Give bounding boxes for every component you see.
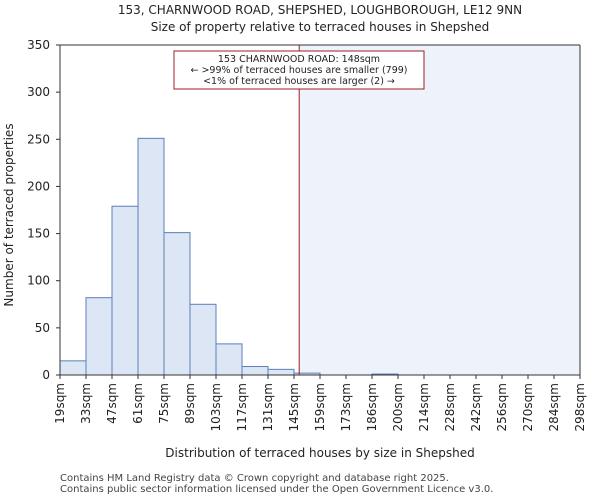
annotation-rect: [173, 50, 425, 90]
x-tick-label: 256sqm: [495, 383, 509, 431]
y-tick-label: 200: [27, 179, 50, 193]
x-tick-label: 173sqm: [339, 383, 353, 431]
x-tick-label: 19sqm: [53, 383, 67, 424]
x-tick-label: 117sqm: [235, 383, 249, 431]
bar: [163, 232, 191, 376]
larger-region-shade: [299, 45, 580, 375]
footer-line1: Contains HM Land Registry data © Crown c…: [60, 473, 449, 484]
x-tick-label: 298sqm: [573, 383, 587, 431]
y-tick-label: 100: [27, 274, 50, 288]
x-tick-label: 186sqm: [365, 383, 379, 431]
bar: [267, 368, 295, 376]
bar: [137, 137, 165, 376]
annotation-box: 153 CHARNWOOD ROAD: 148sqm ← >99% of ter…: [173, 50, 425, 90]
x-tick-label: 214sqm: [417, 383, 431, 431]
x-tick-label: 47sqm: [105, 383, 119, 424]
y-tick-label: 350: [27, 38, 50, 52]
x-tick-label: 242sqm: [469, 383, 483, 431]
y-tick-label: 250: [27, 132, 50, 146]
x-tick-label: 228sqm: [443, 383, 457, 431]
footer-line2: Contains public sector information licen…: [60, 484, 494, 495]
bar: [215, 343, 243, 376]
bar: [85, 297, 113, 376]
bar: [241, 366, 269, 376]
x-tick-label: 89sqm: [183, 383, 197, 424]
x-tick-label: 131sqm: [261, 383, 275, 431]
x-tick-label: 145sqm: [287, 383, 301, 431]
x-tick-label: 75sqm: [157, 383, 171, 424]
annotation-line1: 153 CHARNWOOD ROAD: 148sqm: [218, 54, 380, 65]
x-tick-label: 270sqm: [521, 383, 535, 431]
y-tick-label: 150: [27, 227, 50, 241]
x-tick-label: 103sqm: [209, 383, 223, 431]
annotation-line2: ← >99% of terraced houses are smaller (7…: [190, 65, 407, 76]
annotation-line3: <1% of terraced houses are larger (2) →: [203, 76, 395, 87]
bar: [111, 205, 139, 376]
y-tick-label: 300: [27, 85, 50, 99]
x-axis-label: Distribution of terraced houses by size …: [165, 446, 474, 460]
x-tick-label: 61sqm: [131, 383, 145, 424]
x-tick-label: 284sqm: [547, 383, 561, 431]
chart-title-line1: 153, CHARNWOOD ROAD, SHEPSHED, LOUGHBORO…: [118, 3, 522, 17]
y-tick-label: 0: [42, 368, 50, 382]
y-axis-label: Number of terraced properties: [2, 123, 16, 306]
bar: [59, 360, 87, 376]
x-tick-label: 33sqm: [79, 383, 93, 424]
chart-title-line2: Size of property relative to terraced ho…: [151, 20, 490, 34]
x-tick-label: 200sqm: [391, 383, 405, 431]
bar: [189, 303, 217, 376]
x-tick-label: 159sqm: [313, 383, 327, 431]
y-tick-label: 50: [35, 321, 50, 335]
